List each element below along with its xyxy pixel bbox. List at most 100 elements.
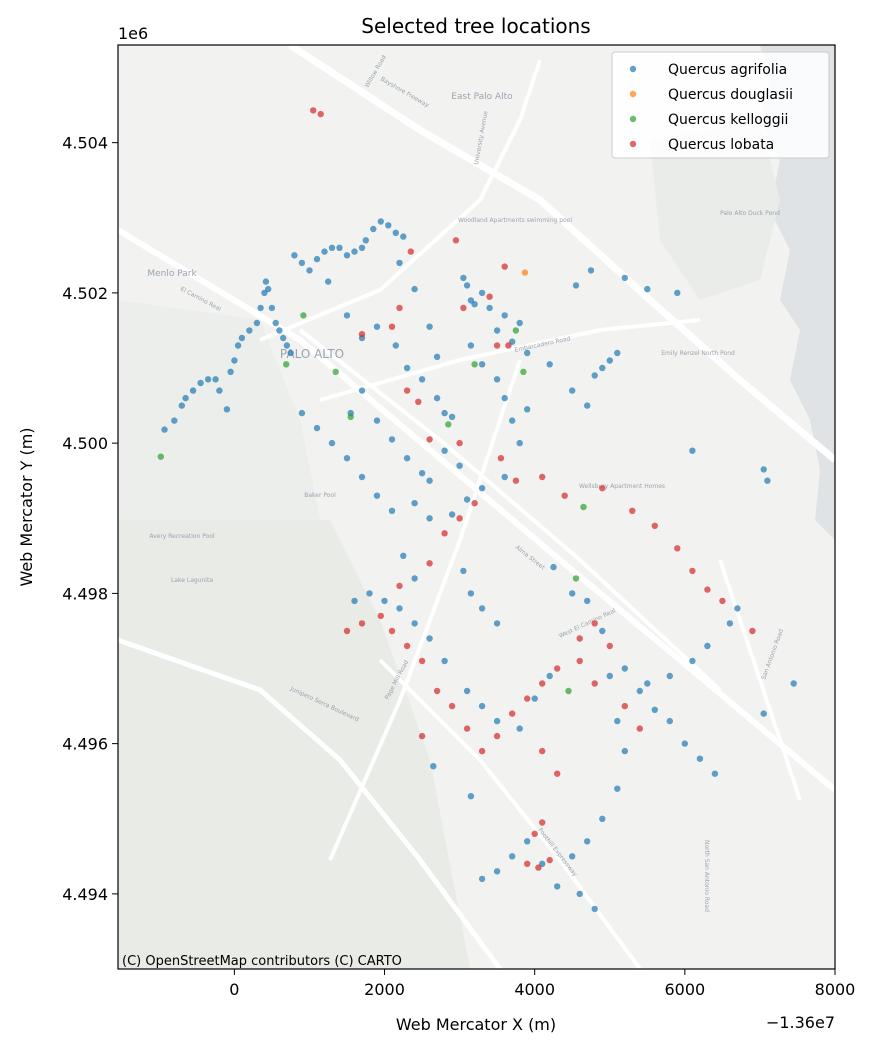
legend-marker — [629, 140, 637, 148]
point-3-22 — [651, 522, 658, 529]
point-3-10 — [388, 323, 396, 330]
legend-marker — [629, 90, 637, 98]
point-0-8 — [216, 387, 223, 394]
point-0-154 — [689, 657, 696, 665]
point-3-12 — [403, 387, 411, 394]
point-0-26 — [291, 252, 298, 259]
point-2-4 — [347, 413, 354, 421]
point-0-121 — [516, 725, 523, 732]
point-0-64 — [478, 361, 486, 368]
point-0-125 — [467, 590, 475, 597]
point-0-145 — [606, 357, 613, 364]
point-0-77 — [373, 492, 381, 499]
point-0-102 — [711, 770, 719, 777]
point-0-164 — [569, 387, 576, 394]
point-0-10 — [227, 368, 234, 375]
point-0-0 — [161, 426, 168, 433]
point-0-90 — [441, 447, 448, 454]
point-0-35 — [358, 244, 366, 251]
x-tick-label: 8000 — [815, 980, 856, 999]
basemap-label-baker-pool: Baker Pool — [304, 492, 336, 499]
basemap-label-avery-pool: Avery Recreation Pool — [149, 533, 215, 540]
point-0-91 — [456, 462, 463, 469]
point-0-46 — [392, 342, 399, 349]
point-0-28 — [306, 267, 313, 274]
series-quercus-kelloggii — [157, 312, 587, 695]
point-3-19 — [561, 492, 568, 499]
point-3-46 — [426, 560, 433, 567]
point-0-7 — [212, 376, 219, 383]
point-0-13 — [238, 334, 246, 342]
point-0-147 — [591, 372, 598, 379]
point-2-2 — [283, 361, 290, 368]
y-tick-label: 4.500 — [62, 434, 108, 453]
point-0-45 — [373, 323, 381, 330]
point-0-163 — [546, 361, 553, 368]
point-0-62 — [493, 327, 501, 334]
point-0-101 — [696, 755, 704, 762]
point-0-82 — [298, 409, 306, 417]
point-0-140 — [587, 267, 595, 274]
basemap-label-duck-pond: Palo Alto Duck Pond — [720, 210, 780, 217]
point-0-97 — [636, 687, 643, 695]
point-0-131 — [396, 605, 403, 612]
point-0-40 — [392, 229, 399, 236]
point-3-52 — [554, 770, 561, 777]
point-0-115 — [554, 883, 561, 890]
legend-box — [611, 51, 830, 159]
point-0-6 — [204, 376, 212, 383]
legend-marker — [629, 115, 637, 123]
point-0-127 — [493, 620, 501, 627]
point-0-30 — [321, 248, 328, 255]
point-3-14 — [426, 436, 433, 443]
point-0-19 — [265, 285, 272, 293]
y-tick-label: 4.502 — [62, 284, 108, 303]
point-0-143 — [674, 289, 681, 297]
point-3-25 — [704, 586, 711, 593]
point-0-138 — [467, 793, 475, 800]
point-3-17 — [512, 477, 520, 484]
point-0-74 — [426, 515, 433, 522]
point-3-8 — [505, 342, 512, 349]
point-1-0 — [521, 269, 529, 276]
point-0-78 — [358, 473, 366, 481]
point-0-124 — [460, 567, 467, 575]
attribution: (C) OpenStreetMap contributors (C) CARTO — [122, 954, 402, 969]
y-axis: 4.494 4.496 4.498 4.500 4.502 4.504 — [62, 134, 118, 904]
point-0-39 — [385, 222, 392, 229]
point-0-51 — [448, 413, 456, 421]
point-0-165 — [584, 402, 591, 409]
point-0-21 — [272, 319, 279, 327]
point-0-33 — [343, 252, 351, 259]
point-0-139 — [572, 282, 580, 289]
point-2-10 — [572, 575, 580, 582]
legend-label: Quercus douglasii — [668, 87, 793, 103]
point-0-109 — [569, 853, 576, 860]
point-0-98 — [651, 706, 658, 713]
point-0-134 — [351, 597, 358, 605]
y-tick-label: 4.496 — [62, 735, 108, 754]
point-0-34 — [351, 248, 358, 255]
point-3-5 — [486, 293, 493, 300]
point-0-156 — [644, 680, 651, 687]
point-3-7 — [493, 342, 501, 349]
point-3-13 — [415, 398, 422, 405]
x-offset-label: −1.36e7 — [766, 1013, 835, 1032]
point-0-4 — [189, 387, 197, 394]
series-quercus-douglasii — [521, 269, 529, 276]
point-0-87 — [403, 455, 411, 462]
point-3-41 — [388, 627, 396, 635]
point-0-9 — [223, 406, 231, 413]
x-axis: 0 2000 4000 6000 8000 — [229, 969, 855, 999]
bay-water — [760, 45, 835, 540]
point-0-128 — [441, 657, 448, 665]
point-0-31 — [328, 244, 336, 251]
stanford-area — [118, 300, 320, 520]
point-0-2 — [178, 402, 185, 409]
point-3-0 — [310, 107, 317, 114]
point-0-130 — [411, 620, 418, 627]
point-2-5 — [445, 421, 452, 428]
point-3-44 — [343, 627, 351, 635]
point-0-120 — [493, 717, 501, 725]
